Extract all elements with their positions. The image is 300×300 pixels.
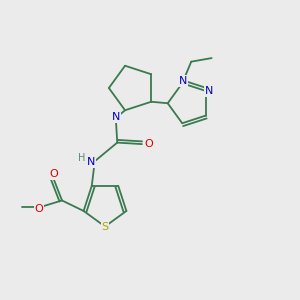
- Text: O: O: [50, 169, 58, 179]
- Text: H: H: [78, 153, 85, 163]
- Text: O: O: [34, 205, 43, 214]
- Text: O: O: [144, 139, 153, 149]
- Text: N: N: [205, 86, 214, 96]
- Text: S: S: [101, 222, 109, 232]
- Text: N: N: [87, 157, 95, 167]
- Text: N: N: [112, 112, 120, 122]
- Text: N: N: [178, 76, 187, 86]
